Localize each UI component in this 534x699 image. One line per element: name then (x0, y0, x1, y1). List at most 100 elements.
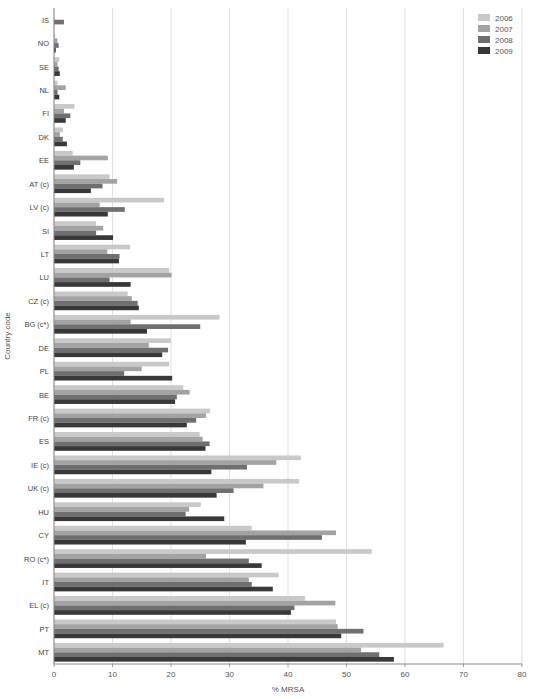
bar (54, 455, 301, 460)
category-label: CY (39, 531, 49, 540)
legend-swatch (478, 47, 490, 54)
bar (54, 587, 273, 592)
bar (54, 212, 108, 217)
bar (54, 142, 67, 147)
grid-line (346, 8, 347, 664)
bar (54, 366, 142, 371)
legend-label: 2007 (495, 25, 513, 34)
bar (54, 254, 120, 259)
bar (54, 156, 108, 161)
bar (54, 610, 291, 615)
bar (54, 601, 335, 606)
bar (54, 362, 169, 367)
category-label: IS (42, 16, 49, 25)
y-axis-label: Country code (3, 312, 12, 360)
bar (54, 188, 91, 193)
bar (54, 540, 246, 545)
category-label: EL (c) (29, 601, 49, 610)
bar (54, 62, 58, 67)
category-label: ES (39, 437, 49, 446)
bar (54, 127, 63, 132)
tick-label: 40 (284, 670, 293, 679)
bar (54, 643, 444, 648)
bar (54, 85, 66, 90)
bar (54, 315, 220, 320)
bar (54, 624, 338, 629)
tick-label: 50 (342, 670, 351, 679)
bar (54, 648, 361, 653)
bar (54, 160, 80, 165)
bar (54, 596, 305, 601)
bar (54, 329, 147, 334)
bar (54, 43, 59, 48)
bar (54, 479, 299, 484)
bars (54, 20, 444, 662)
bar (54, 38, 58, 43)
bar (54, 488, 234, 493)
bar (54, 657, 394, 662)
bar (54, 634, 341, 639)
bar (54, 268, 169, 273)
bar (54, 423, 187, 428)
bar (54, 184, 103, 189)
bar (54, 226, 103, 231)
legend-label: 2008 (495, 36, 513, 45)
category-label: IE (c) (31, 461, 49, 470)
bar (54, 619, 336, 624)
tick-label: 20 (167, 670, 176, 679)
bar (54, 259, 119, 264)
bar (54, 291, 128, 296)
bar (54, 165, 74, 170)
category-label: IT (42, 578, 49, 587)
bar (54, 277, 110, 282)
bar (54, 376, 172, 381)
bar (54, 352, 162, 357)
tick-label: 70 (459, 670, 468, 679)
grid-line (405, 8, 406, 664)
bar (54, 245, 130, 250)
bar (54, 554, 206, 559)
grid (54, 8, 522, 667)
bar (54, 343, 149, 348)
bar (54, 132, 60, 137)
category-label: LT (41, 250, 50, 259)
grid-line (522, 8, 523, 664)
bar (54, 399, 175, 404)
bar (54, 605, 294, 610)
bar (54, 57, 59, 62)
bar (54, 437, 203, 442)
bar (54, 512, 186, 517)
bar (54, 526, 252, 531)
bar (54, 530, 336, 535)
bar (54, 324, 200, 329)
category-label: FI (42, 109, 49, 118)
bar (54, 535, 322, 540)
chart: 01020304050607080ISNOSENLFIDKEEAT (c)LV … (0, 0, 534, 699)
x-axis-label: % MRSA (272, 685, 305, 694)
bar (54, 507, 189, 512)
bar (54, 306, 139, 311)
bar (54, 137, 63, 142)
bar (54, 470, 211, 475)
bar (54, 371, 124, 376)
bar (54, 563, 262, 568)
bar (54, 493, 217, 498)
legend-swatch (478, 14, 490, 21)
bar (54, 446, 206, 451)
bar (54, 460, 276, 465)
bar (54, 118, 66, 123)
bar (54, 282, 131, 287)
bar (54, 174, 110, 179)
x-axis (54, 664, 522, 665)
bar (54, 577, 249, 582)
category-label: AT (c) (29, 180, 49, 189)
bar (54, 231, 96, 236)
grid-line (288, 8, 289, 664)
bar (54, 151, 73, 156)
legend-bg (474, 10, 520, 60)
category-label: PL (40, 367, 49, 376)
category-label: NL (39, 86, 49, 95)
category-label: DE (39, 344, 49, 353)
legend-label: 2006 (495, 14, 513, 23)
bar (54, 90, 58, 95)
